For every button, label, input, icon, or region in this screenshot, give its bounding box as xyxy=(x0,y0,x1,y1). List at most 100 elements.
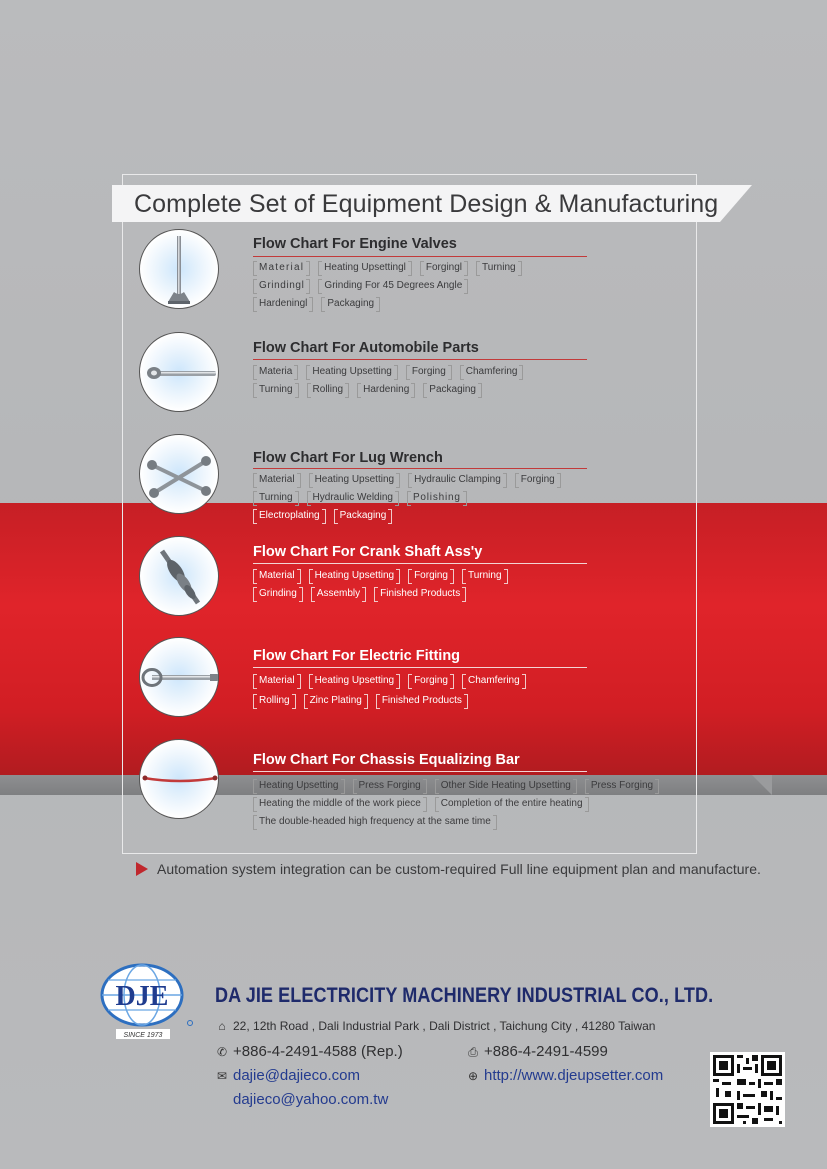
step-tag: Grinding For 45 Degrees Angle xyxy=(318,279,469,294)
electric-fitting-icon xyxy=(139,637,219,717)
title-banner xyxy=(112,185,752,222)
step-tag: Packaging xyxy=(423,383,482,398)
steps-chassis-bar: Heating Upsetting Press Forging Other Side… xyxy=(253,777,693,831)
step-tag: Polishing xyxy=(406,491,467,506)
step-tag: Chamfering xyxy=(461,674,526,689)
step-tag: Heating the middle of the work piece xyxy=(253,797,427,812)
logo-text: DJE xyxy=(116,981,169,1012)
step-tag: Heating Upsetting xyxy=(253,779,345,794)
step-tag: Electroplating xyxy=(253,509,326,524)
step-tag: Grinding xyxy=(253,587,303,602)
step-tag: Heating Upsetting xyxy=(306,365,398,380)
company-address: ⌂ 22, 12th Road , Dali Industrial Park , … xyxy=(215,1019,655,1033)
email-link-2[interactable]: dajieco@yahoo.com.tw xyxy=(233,1091,389,1108)
step-tag: Finished Products xyxy=(374,587,467,602)
automation-note: Automation system integration can be cus… xyxy=(136,861,761,877)
home-icon: ⌂ xyxy=(218,1019,226,1033)
step-tag: Press Forging xyxy=(584,779,660,794)
step-tag: Materia xyxy=(253,365,299,380)
red-band xyxy=(0,503,827,795)
page-title: Complete Set of Equipment Design & Manuf… xyxy=(134,190,719,218)
step-tag: Chamfering xyxy=(459,365,524,380)
step-tag: Heating Upsetting xyxy=(308,473,401,488)
globe-icon: ⊕ xyxy=(467,1069,479,1083)
automobile-part-icon xyxy=(139,332,219,412)
steps-lug-wrench-cont: Electroplating Packaging xyxy=(253,507,693,525)
email-line[interactable]: ✉ dajie@dajieco.com xyxy=(215,1067,360,1084)
fax-line: ⎙ +886-4-2491-4599 xyxy=(466,1043,608,1060)
triangle-bullet-icon xyxy=(136,862,148,876)
step-tag: Material xyxy=(253,569,301,584)
phone-text: +886-4-2491-4588 (Rep.) xyxy=(233,1043,403,1060)
section-underline xyxy=(253,359,587,360)
section-title-electric-fitting: Flow Chart For Electric Fitting xyxy=(253,648,461,664)
step-tag: Material xyxy=(253,473,301,488)
company-name: DA JIE ELECTRICITY MACHINERY INDUSTRIAL … xyxy=(215,984,714,1007)
company-logo: DJE SINCE 1973 xyxy=(100,963,200,1043)
steps-automobile-parts: Materia Heating Upsetting Forging Chamferin… xyxy=(253,363,693,399)
step-tag: Turning xyxy=(461,569,508,584)
step-tag: Heating Upsetting xyxy=(308,674,401,689)
step-tag: Turning xyxy=(253,383,299,398)
step-tag: Hardening xyxy=(357,383,416,398)
step-tag: Rolling xyxy=(306,383,350,398)
step-tag: Forging xyxy=(514,473,561,488)
step-tag: Rolling xyxy=(253,694,296,709)
engine-valve-icon xyxy=(139,229,219,309)
website-line[interactable]: ⊕ http://www.djeupsetter.com xyxy=(466,1067,663,1084)
step-tag: Hydraulic Welding xyxy=(306,491,400,506)
phone-line: ✆ +886-4-2491-4588 (Rep.) xyxy=(215,1043,403,1060)
step-tag: Hydraulic Clamping xyxy=(408,473,507,488)
step-tag: Turning xyxy=(476,261,522,276)
step-tag: Zinc Plating xyxy=(303,694,369,709)
step-tag: Grindingl xyxy=(253,279,311,294)
content-panel xyxy=(122,174,697,854)
step-tag: Completion of the entire heating xyxy=(434,797,589,812)
step-tag: Hardeningl xyxy=(253,297,314,312)
step-tag: Forging xyxy=(408,674,454,689)
step-tag: Packaging xyxy=(333,509,393,524)
step-tag: Material xyxy=(253,261,311,276)
steps-electric-fitting: Material Heating Upsetting Forging Chamferi… xyxy=(253,672,693,710)
steps-lug-wrench: Material Heating Upsetting Hydraulic Clamp… xyxy=(253,471,693,507)
section-title-lug-wrench: Flow Chart For Lug Wrench xyxy=(253,450,443,466)
step-tag: Packaging xyxy=(321,297,380,312)
logo-since: SINCE 1973 xyxy=(124,1032,163,1039)
qr-code xyxy=(710,1052,785,1127)
chassis-bar-icon xyxy=(139,739,219,819)
lug-wrench-icon xyxy=(139,434,219,514)
section-title-crank-shaft: Flow Chart For Crank Shaft Ass'y xyxy=(253,544,483,560)
section-underline xyxy=(253,468,587,469)
step-tag: Heating Upsetting xyxy=(308,569,401,584)
address-text: 22, 12th Road , Dali Industrial Park , D… xyxy=(233,1019,656,1033)
fax-icon: ⎙ xyxy=(468,1045,478,1059)
step-tag: Heating Upsettingl xyxy=(318,261,412,276)
section-title-chassis-bar: Flow Chart For Chassis Equalizing Bar xyxy=(253,752,520,768)
section-underline xyxy=(253,256,587,257)
band-wedge xyxy=(752,775,772,795)
section-title-automobile-parts: Flow Chart For Automobile Parts xyxy=(253,340,479,356)
phone-icon: ✆ xyxy=(216,1045,228,1059)
step-tag: Press Forging xyxy=(352,779,428,794)
step-tag: The double-headed high frequency at the … xyxy=(253,815,497,830)
step-tag: Forging xyxy=(408,569,454,584)
steps-engine-valves: Material Heating Upsettingl Forgingl Turnin… xyxy=(253,259,693,313)
website-link[interactable]: http://www.djeupsetter.com xyxy=(484,1067,664,1084)
automation-note-text: Automation system integration can be cus… xyxy=(157,861,761,877)
section-underline xyxy=(253,771,587,772)
steps-crank-shaft: Material Heating Upsetting Forging Turning … xyxy=(253,567,693,603)
step-tag: Forgingl xyxy=(419,261,469,276)
crank-shaft-icon xyxy=(139,536,219,616)
fax-text: +886-4-2491-4599 xyxy=(484,1043,608,1060)
section-title-engine-valves: Flow Chart For Engine Valves xyxy=(253,236,457,252)
mail-icon: ✉ xyxy=(216,1069,228,1083)
step-tag: Assembly xyxy=(310,587,367,602)
step-tag: Forging xyxy=(405,365,452,380)
section-underline xyxy=(253,667,587,668)
section-underline xyxy=(253,563,587,564)
step-tag: Material xyxy=(253,674,301,689)
step-tag: Other Side Heating Upsetting xyxy=(434,779,577,794)
email-link-1[interactable]: dajie@dajieco.com xyxy=(233,1067,360,1084)
step-tag: Turning xyxy=(253,491,299,506)
step-tag: Finished Products xyxy=(375,694,468,709)
